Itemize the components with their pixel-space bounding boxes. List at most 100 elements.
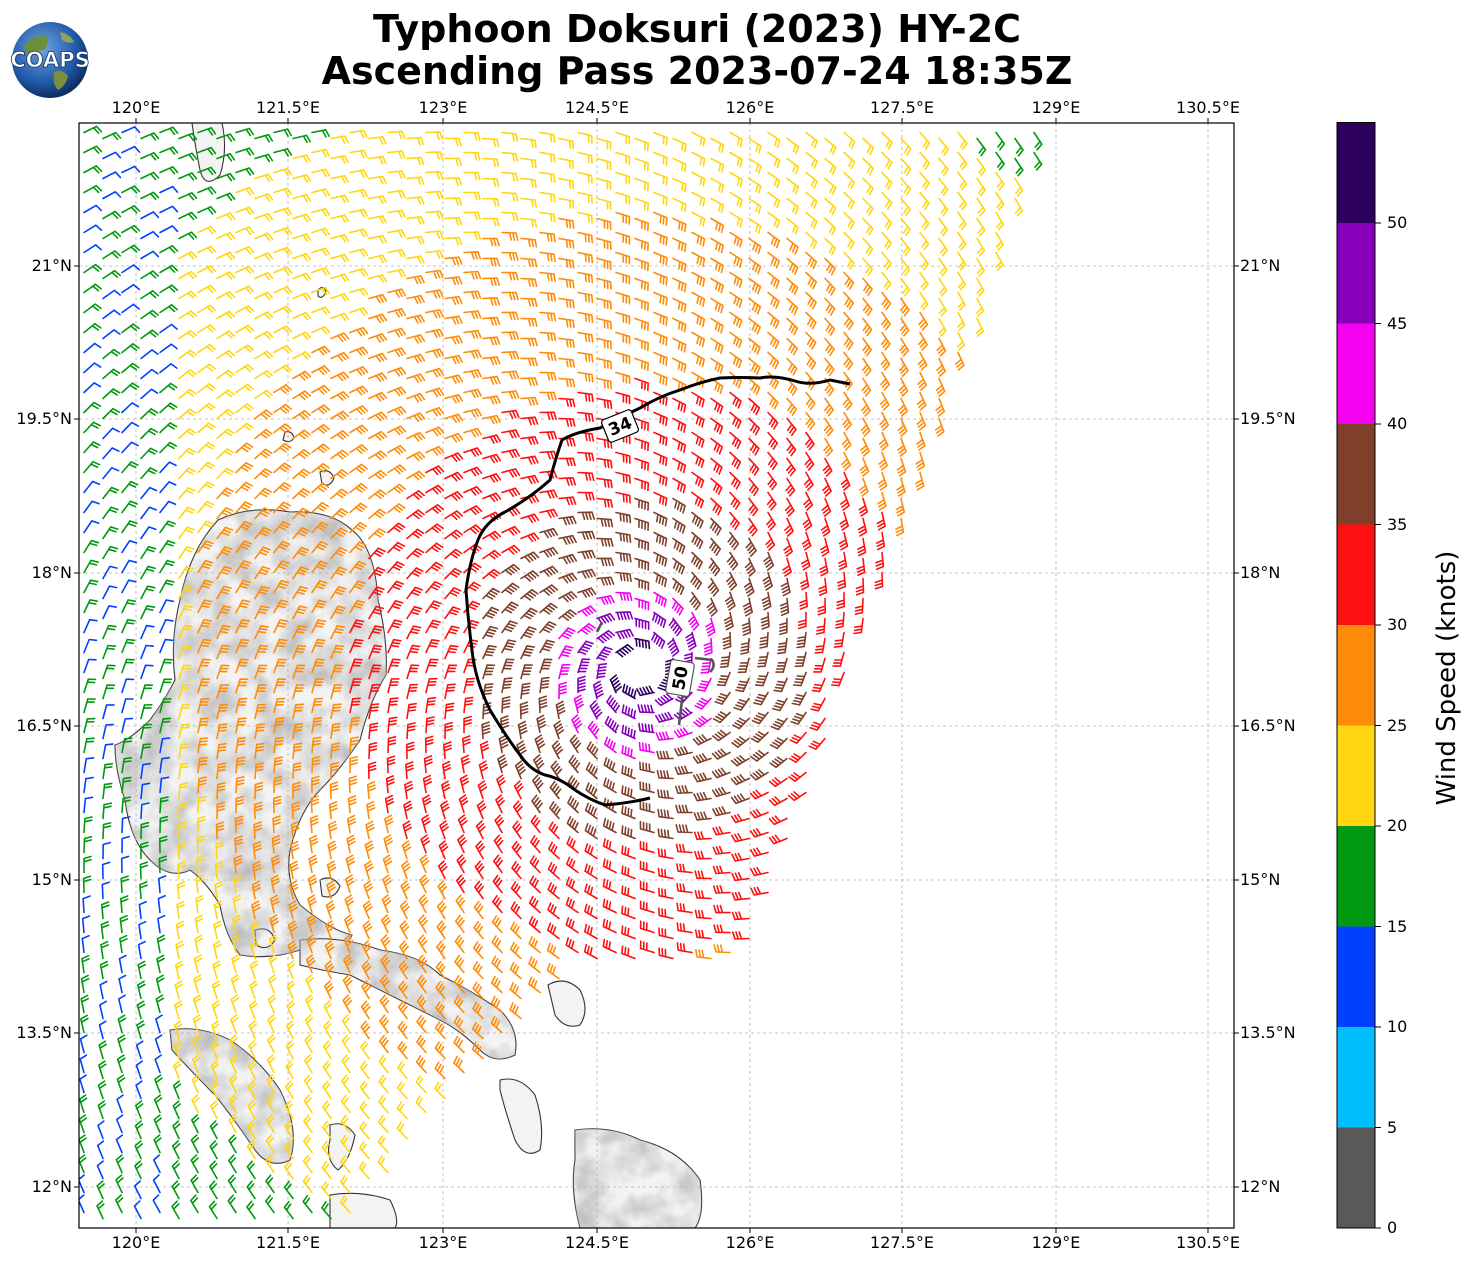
wind-barb bbox=[762, 571, 773, 591]
wind-barb bbox=[520, 357, 538, 367]
wind-barb bbox=[102, 269, 121, 280]
wind-barb bbox=[254, 389, 273, 400]
wind-barb bbox=[425, 658, 439, 674]
wind-barb bbox=[157, 914, 166, 934]
wind-barb bbox=[387, 308, 407, 318]
wind-barb bbox=[229, 1034, 239, 1054]
wind-barb bbox=[158, 875, 167, 894]
wind-barb bbox=[159, 638, 174, 654]
wind-barb bbox=[254, 526, 272, 540]
wind-barb bbox=[216, 408, 235, 420]
wind-barb bbox=[121, 441, 139, 454]
wind-barb bbox=[83, 717, 96, 734]
wind-barb bbox=[197, 422, 216, 434]
wind-barb bbox=[534, 734, 546, 754]
lon-tick-label-top: 121.5°E bbox=[256, 98, 320, 117]
wind-barb bbox=[406, 567, 424, 580]
wind-barb bbox=[454, 914, 465, 934]
wind-barb bbox=[209, 1120, 218, 1140]
wind-barb bbox=[387, 189, 406, 199]
wind-barb bbox=[615, 611, 634, 621]
wind-barb bbox=[235, 462, 254, 474]
wind-barb bbox=[191, 1094, 200, 1114]
wind-barb bbox=[501, 171, 519, 182]
wind-barb bbox=[254, 585, 270, 600]
wind-barb bbox=[83, 698, 96, 714]
wind-barb bbox=[703, 637, 713, 656]
wind-barb bbox=[249, 980, 258, 1000]
wind-barb bbox=[387, 406, 407, 416]
lat-tick-label-left: 13.5°N bbox=[16, 1023, 72, 1042]
wind-barb bbox=[140, 250, 160, 260]
wind-barb bbox=[657, 848, 674, 860]
wind-barb bbox=[691, 171, 706, 187]
wind-barb bbox=[672, 217, 687, 233]
wind-barb bbox=[406, 605, 423, 620]
wind-barb bbox=[615, 151, 631, 165]
wind-barb bbox=[425, 600, 442, 614]
wind-barb bbox=[548, 821, 560, 840]
wind-barb bbox=[349, 326, 369, 337]
wind-barb bbox=[634, 597, 650, 611]
colorbar-frame bbox=[1336, 122, 1376, 1229]
wind-barb bbox=[216, 231, 236, 241]
wind-barb bbox=[442, 760, 452, 780]
wind-barb bbox=[292, 468, 311, 480]
wind-barb bbox=[444, 452, 464, 463]
wind-barb bbox=[271, 854, 281, 874]
wind-barb bbox=[577, 131, 593, 144]
wind-barb bbox=[140, 132, 160, 141]
wind-barb bbox=[444, 567, 463, 580]
wind-barb bbox=[811, 677, 826, 693]
wind-barb bbox=[176, 881, 186, 900]
wind-barb bbox=[786, 157, 800, 175]
wind-barb bbox=[587, 720, 600, 740]
wind-barb bbox=[729, 511, 740, 531]
wind-barb bbox=[512, 820, 523, 840]
wind-barb bbox=[938, 317, 947, 337]
wind-barb bbox=[290, 821, 300, 840]
wind-barb bbox=[463, 485, 483, 496]
wind-barb bbox=[254, 468, 273, 480]
wind-barb bbox=[121, 619, 136, 634]
wind-barb bbox=[520, 645, 535, 660]
wind-barb bbox=[102, 486, 120, 500]
wind-barb bbox=[216, 684, 229, 700]
wind-barb bbox=[273, 756, 283, 774]
wind-barb bbox=[177, 841, 187, 860]
wind-barb bbox=[235, 442, 254, 454]
wind-barb bbox=[311, 208, 331, 217]
wind-barb bbox=[615, 371, 631, 385]
wind-barb bbox=[750, 866, 769, 877]
wind-barb bbox=[566, 856, 579, 874]
lon-tick-label-bottom: 130.5°E bbox=[1176, 1233, 1240, 1252]
wind-barb bbox=[862, 257, 874, 276]
wind-barb bbox=[790, 711, 807, 725]
wind-barb bbox=[378, 1095, 389, 1114]
wind-barb bbox=[672, 177, 687, 193]
wind-barb bbox=[788, 791, 807, 802]
wind-barb bbox=[197, 265, 217, 274]
wind-barb bbox=[520, 588, 539, 601]
wind-barb bbox=[637, 704, 655, 714]
wind-barb bbox=[558, 177, 575, 190]
wind-barb bbox=[102, 585, 118, 600]
wind-barb bbox=[434, 1061, 446, 1080]
wind-barb bbox=[254, 133, 274, 143]
wind-barb bbox=[121, 283, 140, 294]
wind-barb bbox=[976, 137, 987, 157]
wind-barb bbox=[520, 297, 538, 307]
wind-barb bbox=[425, 697, 437, 714]
wind-barb bbox=[423, 755, 433, 774]
wind-barb bbox=[178, 782, 188, 800]
wind-barb bbox=[694, 929, 712, 940]
wind-barb bbox=[292, 644, 307, 660]
wind-barb bbox=[584, 843, 598, 860]
wind-barb bbox=[475, 840, 485, 860]
wind-barb bbox=[306, 914, 317, 934]
wind-barbs bbox=[79, 125, 1043, 1220]
wind-barb bbox=[463, 251, 482, 260]
wind-barb bbox=[406, 586, 423, 600]
wind-barb bbox=[306, 934, 316, 954]
wind-barb bbox=[273, 305, 293, 315]
